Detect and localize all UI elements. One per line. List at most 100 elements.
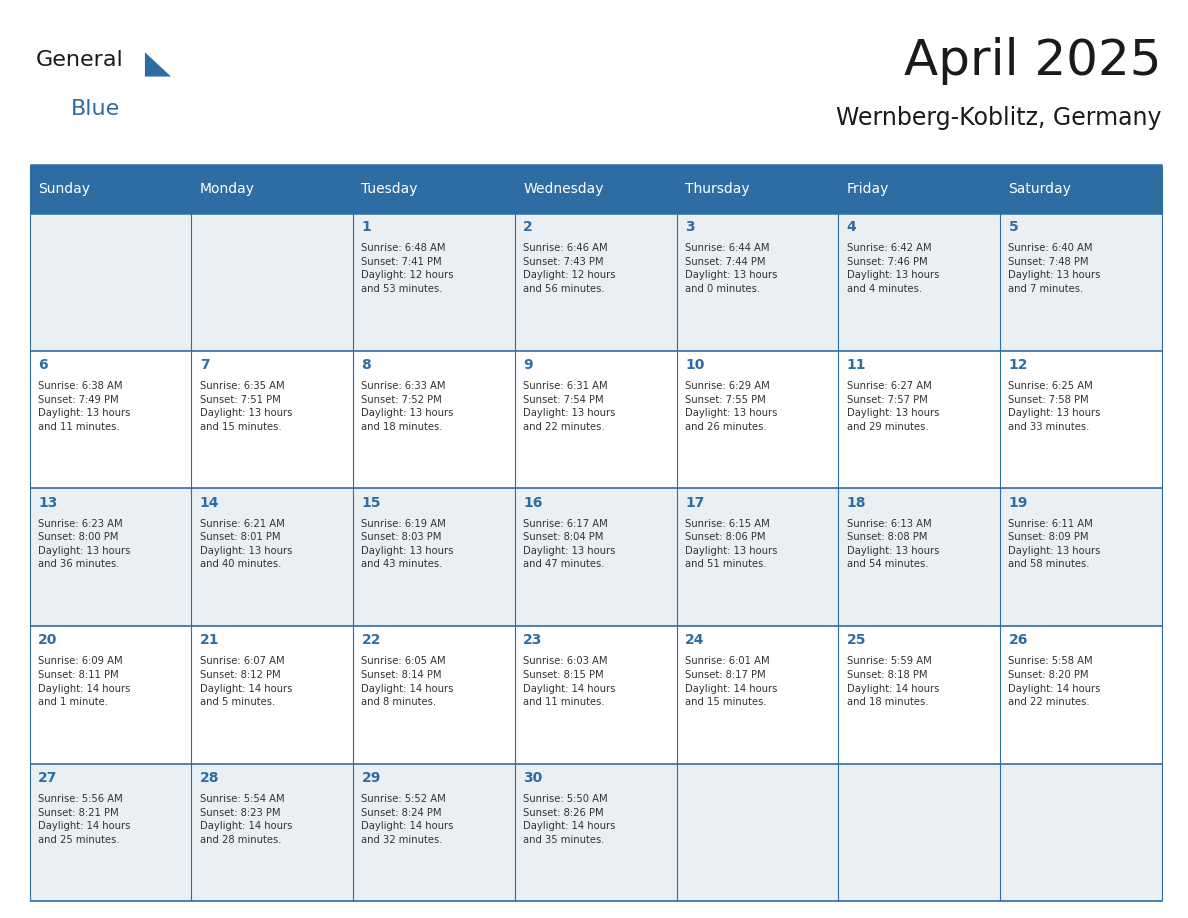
Text: 17: 17	[685, 496, 704, 509]
Bar	[677, 351, 839, 488]
Bar	[30, 351, 191, 488]
Text: 14: 14	[200, 496, 220, 509]
Bar	[677, 626, 839, 764]
Text: 26: 26	[1009, 633, 1028, 647]
Text: 20: 20	[38, 633, 57, 647]
Text: Sunrise: 6:48 AM
Sunset: 7:41 PM
Daylight: 12 hours
and 53 minutes.: Sunrise: 6:48 AM Sunset: 7:41 PM Dayligh…	[361, 243, 454, 294]
Bar	[514, 626, 677, 764]
Bar	[677, 488, 839, 626]
Bar	[514, 165, 677, 213]
Text: 23: 23	[523, 633, 543, 647]
Text: Sunrise: 6:40 AM
Sunset: 7:48 PM
Daylight: 13 hours
and 7 minutes.: Sunrise: 6:40 AM Sunset: 7:48 PM Dayligh…	[1009, 243, 1101, 294]
Bar	[1000, 213, 1162, 351]
Bar	[191, 764, 353, 901]
Text: 22: 22	[361, 633, 381, 647]
Bar	[514, 764, 677, 901]
Text: Sunrise: 6:31 AM
Sunset: 7:54 PM
Daylight: 13 hours
and 22 minutes.: Sunrise: 6:31 AM Sunset: 7:54 PM Dayligh…	[523, 381, 615, 431]
Text: Sunrise: 5:58 AM
Sunset: 8:20 PM
Daylight: 14 hours
and 22 minutes.: Sunrise: 5:58 AM Sunset: 8:20 PM Dayligh…	[1009, 656, 1101, 707]
Bar	[353, 351, 514, 488]
Text: Sunrise: 5:50 AM
Sunset: 8:26 PM
Daylight: 14 hours
and 35 minutes.: Sunrise: 5:50 AM Sunset: 8:26 PM Dayligh…	[523, 794, 615, 845]
Bar	[30, 213, 191, 351]
Text: 16: 16	[523, 496, 543, 509]
Bar	[677, 764, 839, 901]
Text: Sunrise: 6:23 AM
Sunset: 8:00 PM
Daylight: 13 hours
and 36 minutes.: Sunrise: 6:23 AM Sunset: 8:00 PM Dayligh…	[38, 519, 131, 569]
Bar	[839, 626, 1000, 764]
Bar	[677, 213, 839, 351]
Text: 27: 27	[38, 771, 57, 785]
Text: 8: 8	[361, 358, 371, 372]
Bar	[191, 626, 353, 764]
Bar	[191, 165, 353, 213]
Bar	[839, 351, 1000, 488]
Bar	[1000, 488, 1162, 626]
Text: General: General	[36, 50, 124, 71]
Bar	[191, 213, 353, 351]
Text: 24: 24	[685, 633, 704, 647]
Text: Sunrise: 6:15 AM
Sunset: 8:06 PM
Daylight: 13 hours
and 51 minutes.: Sunrise: 6:15 AM Sunset: 8:06 PM Dayligh…	[685, 519, 777, 569]
Bar	[191, 488, 353, 626]
Text: 1: 1	[361, 220, 371, 234]
Bar	[353, 626, 514, 764]
Text: Sunday: Sunday	[38, 182, 90, 196]
Bar	[839, 488, 1000, 626]
Bar	[353, 488, 514, 626]
Bar	[839, 165, 1000, 213]
Bar	[191, 351, 353, 488]
Bar	[30, 626, 191, 764]
Bar	[677, 165, 839, 213]
Bar	[353, 764, 514, 901]
Bar	[353, 213, 514, 351]
Text: Sunrise: 5:59 AM
Sunset: 8:18 PM
Daylight: 14 hours
and 18 minutes.: Sunrise: 5:59 AM Sunset: 8:18 PM Dayligh…	[847, 656, 939, 707]
Text: Saturday: Saturday	[1009, 182, 1072, 196]
Text: Sunrise: 6:13 AM
Sunset: 8:08 PM
Daylight: 13 hours
and 54 minutes.: Sunrise: 6:13 AM Sunset: 8:08 PM Dayligh…	[847, 519, 939, 569]
Text: 10: 10	[685, 358, 704, 372]
Text: Sunrise: 6:46 AM
Sunset: 7:43 PM
Daylight: 12 hours
and 56 minutes.: Sunrise: 6:46 AM Sunset: 7:43 PM Dayligh…	[523, 243, 615, 294]
Text: 7: 7	[200, 358, 209, 372]
Text: Thursday: Thursday	[685, 182, 750, 196]
Text: Sunrise: 5:54 AM
Sunset: 8:23 PM
Daylight: 14 hours
and 28 minutes.: Sunrise: 5:54 AM Sunset: 8:23 PM Dayligh…	[200, 794, 292, 845]
Bar	[30, 488, 191, 626]
Bar	[839, 764, 1000, 901]
Text: 25: 25	[847, 633, 866, 647]
Text: Sunrise: 6:19 AM
Sunset: 8:03 PM
Daylight: 13 hours
and 43 minutes.: Sunrise: 6:19 AM Sunset: 8:03 PM Dayligh…	[361, 519, 454, 569]
Text: Sunrise: 6:35 AM
Sunset: 7:51 PM
Daylight: 13 hours
and 15 minutes.: Sunrise: 6:35 AM Sunset: 7:51 PM Dayligh…	[200, 381, 292, 431]
Text: 12: 12	[1009, 358, 1028, 372]
Text: 4: 4	[847, 220, 857, 234]
Text: Sunrise: 6:29 AM
Sunset: 7:55 PM
Daylight: 13 hours
and 26 minutes.: Sunrise: 6:29 AM Sunset: 7:55 PM Dayligh…	[685, 381, 777, 431]
Bar	[1000, 626, 1162, 764]
Text: 9: 9	[523, 358, 533, 372]
Text: 6: 6	[38, 358, 48, 372]
Text: Sunrise: 6:38 AM
Sunset: 7:49 PM
Daylight: 13 hours
and 11 minutes.: Sunrise: 6:38 AM Sunset: 7:49 PM Dayligh…	[38, 381, 131, 431]
Bar	[353, 165, 514, 213]
Text: 18: 18	[847, 496, 866, 509]
Text: Sunrise: 6:11 AM
Sunset: 8:09 PM
Daylight: 13 hours
and 58 minutes.: Sunrise: 6:11 AM Sunset: 8:09 PM Dayligh…	[1009, 519, 1101, 569]
Text: Blue: Blue	[71, 99, 120, 119]
Text: 29: 29	[361, 771, 381, 785]
Text: Sunrise: 6:42 AM
Sunset: 7:46 PM
Daylight: 13 hours
and 4 minutes.: Sunrise: 6:42 AM Sunset: 7:46 PM Dayligh…	[847, 243, 939, 294]
Text: 21: 21	[200, 633, 220, 647]
Bar	[514, 488, 677, 626]
Text: Sunrise: 6:07 AM
Sunset: 8:12 PM
Daylight: 14 hours
and 5 minutes.: Sunrise: 6:07 AM Sunset: 8:12 PM Dayligh…	[200, 656, 292, 707]
Text: Sunrise: 6:03 AM
Sunset: 8:15 PM
Daylight: 14 hours
and 11 minutes.: Sunrise: 6:03 AM Sunset: 8:15 PM Dayligh…	[523, 656, 615, 707]
Text: 3: 3	[685, 220, 695, 234]
Bar	[30, 764, 191, 901]
Text: April 2025: April 2025	[904, 37, 1162, 84]
Text: Sunrise: 6:27 AM
Sunset: 7:57 PM
Daylight: 13 hours
and 29 minutes.: Sunrise: 6:27 AM Sunset: 7:57 PM Dayligh…	[847, 381, 939, 431]
Text: Sunrise: 5:56 AM
Sunset: 8:21 PM
Daylight: 14 hours
and 25 minutes.: Sunrise: 5:56 AM Sunset: 8:21 PM Dayligh…	[38, 794, 131, 845]
Text: Wernberg-Koblitz, Germany: Wernberg-Koblitz, Germany	[836, 106, 1162, 129]
Bar	[30, 165, 191, 213]
Text: 30: 30	[523, 771, 543, 785]
Text: Sunrise: 6:01 AM
Sunset: 8:17 PM
Daylight: 14 hours
and 15 minutes.: Sunrise: 6:01 AM Sunset: 8:17 PM Dayligh…	[685, 656, 777, 707]
Bar	[514, 351, 677, 488]
Text: 28: 28	[200, 771, 220, 785]
Bar	[1000, 165, 1162, 213]
Bar	[514, 213, 677, 351]
Text: Wednesday: Wednesday	[523, 182, 604, 196]
Text: 19: 19	[1009, 496, 1028, 509]
Text: 13: 13	[38, 496, 57, 509]
Text: Sunrise: 6:33 AM
Sunset: 7:52 PM
Daylight: 13 hours
and 18 minutes.: Sunrise: 6:33 AM Sunset: 7:52 PM Dayligh…	[361, 381, 454, 431]
Text: Sunrise: 6:21 AM
Sunset: 8:01 PM
Daylight: 13 hours
and 40 minutes.: Sunrise: 6:21 AM Sunset: 8:01 PM Dayligh…	[200, 519, 292, 569]
Text: 15: 15	[361, 496, 381, 509]
Polygon shape	[145, 52, 171, 76]
Text: Sunrise: 6:44 AM
Sunset: 7:44 PM
Daylight: 13 hours
and 0 minutes.: Sunrise: 6:44 AM Sunset: 7:44 PM Dayligh…	[685, 243, 777, 294]
